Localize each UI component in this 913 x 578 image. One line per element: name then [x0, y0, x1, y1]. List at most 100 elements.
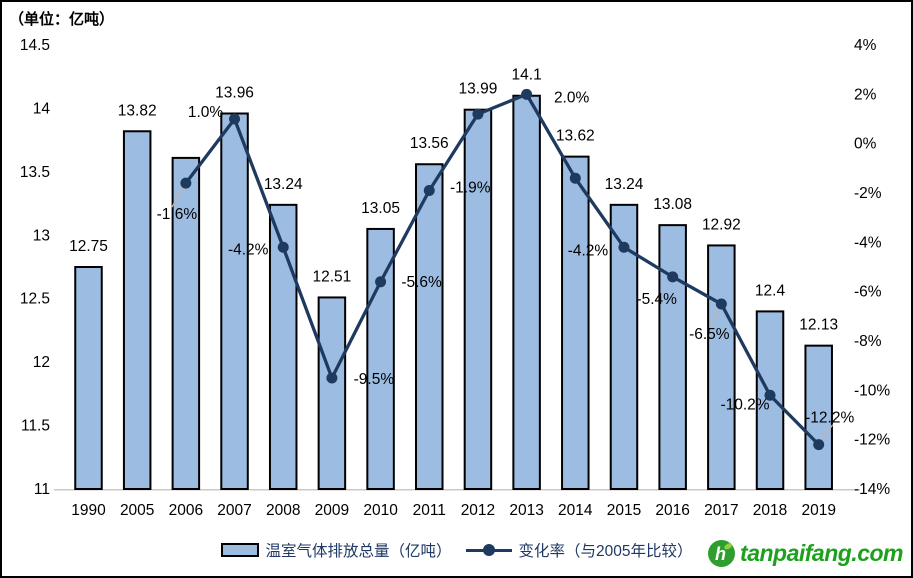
bar-value-label: 13.05 [361, 200, 400, 217]
y-axis-left-tick-label: 11 [34, 481, 50, 498]
y-axis-right-tick-label: -4% [854, 234, 882, 251]
x-axis-year-label: 2019 [801, 502, 835, 519]
line-point-marker [229, 113, 241, 125]
bar-value-label: 14.1 [512, 67, 542, 84]
x-axis-year-label: 2017 [704, 502, 738, 519]
line-value-label: -6.5% [689, 326, 730, 343]
y-axis-left-tick-label: 13.5 [20, 164, 50, 181]
line-point-marker [764, 389, 776, 401]
emissions-bar [561, 155, 590, 491]
y-axis-left-tick-label: 11.5 [21, 418, 50, 435]
line-point-marker [618, 241, 630, 253]
bar-value-label: 13.82 [118, 102, 157, 119]
emissions-bar [463, 108, 493, 490]
x-axis-year-label: 2016 [655, 502, 689, 519]
line-point-marker [277, 241, 289, 253]
x-axis-year-label: 1990 [71, 502, 106, 519]
y-axis-right-tick-label: 2% [854, 86, 877, 103]
bar-value-label: 13.08 [653, 196, 692, 213]
line-value-label: -1.9% [450, 180, 491, 197]
bar-value-label: 13.24 [605, 176, 644, 193]
emissions-bar [658, 224, 687, 490]
emissions-bar [122, 130, 152, 491]
legend-line-label: 变化率（与2005年比较） [518, 543, 693, 560]
y-axis-left-tick-label: 14.5 [20, 37, 50, 54]
x-axis-year-label: 2011 [413, 502, 446, 519]
legend-item-change-rate: 变化率（与2005年比较） [465, 539, 693, 561]
line-value-label: 1.0% [188, 104, 224, 121]
line-value-label: -9.5% [354, 371, 395, 388]
line-value-label: 2.0% [554, 89, 590, 106]
emissions-bar [74, 266, 103, 490]
line-point-marker [326, 372, 338, 384]
bar-value-label: 12.92 [702, 216, 741, 233]
bar-value-label: 13.96 [215, 85, 254, 102]
y-axis-right-tick-label: -8% [854, 333, 882, 350]
line-value-label: -10.2% [720, 396, 769, 413]
line-point-marker [813, 439, 825, 451]
emissions-bar [804, 344, 833, 490]
x-axis-year-label: 2013 [509, 502, 543, 519]
y-axis-right-tick-label: -6% [854, 284, 882, 301]
x-axis-year-label: 2018 [753, 502, 787, 519]
y-axis-right-tick-label: -2% [854, 185, 882, 202]
y-axis-right-tick-label: -12% [854, 432, 890, 449]
x-axis-year-label: 2015 [607, 502, 641, 519]
change-rate-line [184, 92, 820, 446]
legend-bar-label: 温室气体排放总量（亿吨） [265, 543, 452, 560]
emissions-bar [317, 296, 347, 490]
x-axis-year-label: 2009 [315, 502, 349, 519]
line-point-marker [180, 177, 192, 189]
bar-value-label: 12.75 [69, 238, 108, 255]
bar-value-label: 12.4 [755, 282, 786, 299]
bar-value-label: 12.51 [313, 268, 352, 285]
emissions-bar [707, 244, 736, 490]
y-axis-left-tick-label: 13 [33, 227, 50, 244]
emissions-bar [415, 163, 444, 490]
x-axis-year-label: 2012 [461, 502, 495, 519]
x-axis-year-label: 2010 [363, 502, 398, 519]
y-axis-right-tick-label: 4% [854, 37, 877, 54]
unit-label: （单位：亿吨） [9, 11, 115, 28]
tanpaifang-leaf-icon: h [708, 540, 736, 567]
y-axis-left-tick-label: 12 [33, 354, 50, 371]
line-point-marker [569, 172, 581, 184]
bar-series-swatch [220, 543, 259, 557]
emissions-bar [220, 112, 249, 490]
y-axis-left-tick-label: 12.5 [20, 291, 50, 308]
x-axis-year-label: 2007 [217, 502, 251, 519]
bar-value-label: 13.24 [264, 176, 303, 193]
line-point-marker [715, 298, 727, 310]
line-value-label: -12.2% [805, 410, 854, 427]
x-axis-year-label: 2014 [558, 502, 593, 519]
tanpaifang-logo-text: tanpaifang.com [740, 540, 903, 566]
line-value-label: -5.6% [401, 274, 442, 291]
bar-value-label: 12.13 [799, 317, 838, 334]
line-value-label: -5.4% [636, 291, 677, 308]
emissions-bar [366, 227, 395, 490]
line-value-label: -4.2% [228, 241, 269, 258]
line-point-marker [472, 108, 484, 120]
x-axis-year-label: 2008 [266, 502, 300, 519]
line-series-swatch [465, 544, 512, 556]
chart-legend: 温室气体排放总量（亿吨） 变化率（与2005年比较） [2, 539, 911, 561]
bar-value-label: 13.62 [556, 128, 595, 145]
y-axis-left-tick-label: 14 [33, 100, 51, 117]
y-axis-right-tick-label: -10% [854, 382, 890, 399]
y-axis-right-tick-label: -14% [854, 481, 890, 498]
x-axis-year-label: 2005 [120, 502, 154, 519]
legend-item-emissions: 温室气体排放总量（亿吨） [220, 539, 452, 561]
line-value-label: -4.2% [568, 242, 609, 259]
emissions-combo-chart: 14.5 14 13.5 13 12.5 12 11.5 11 4% 2% 0% -2% -4% -6% -… [20, 37, 891, 519]
line-point-marker [521, 88, 533, 100]
line-point-marker [667, 271, 679, 283]
bar-value-label: 13.56 [410, 135, 449, 152]
y-axis-right-tick-label: 0% [854, 136, 877, 153]
tanpaifang-logo[interactable]: h tanpaifang.com [708, 540, 903, 567]
line-point-marker [375, 276, 387, 288]
line-point-marker [423, 185, 435, 197]
x-axis-year-label: 2006 [169, 502, 203, 519]
emissions-bar [512, 94, 541, 490]
emissions-bar [171, 156, 201, 490]
